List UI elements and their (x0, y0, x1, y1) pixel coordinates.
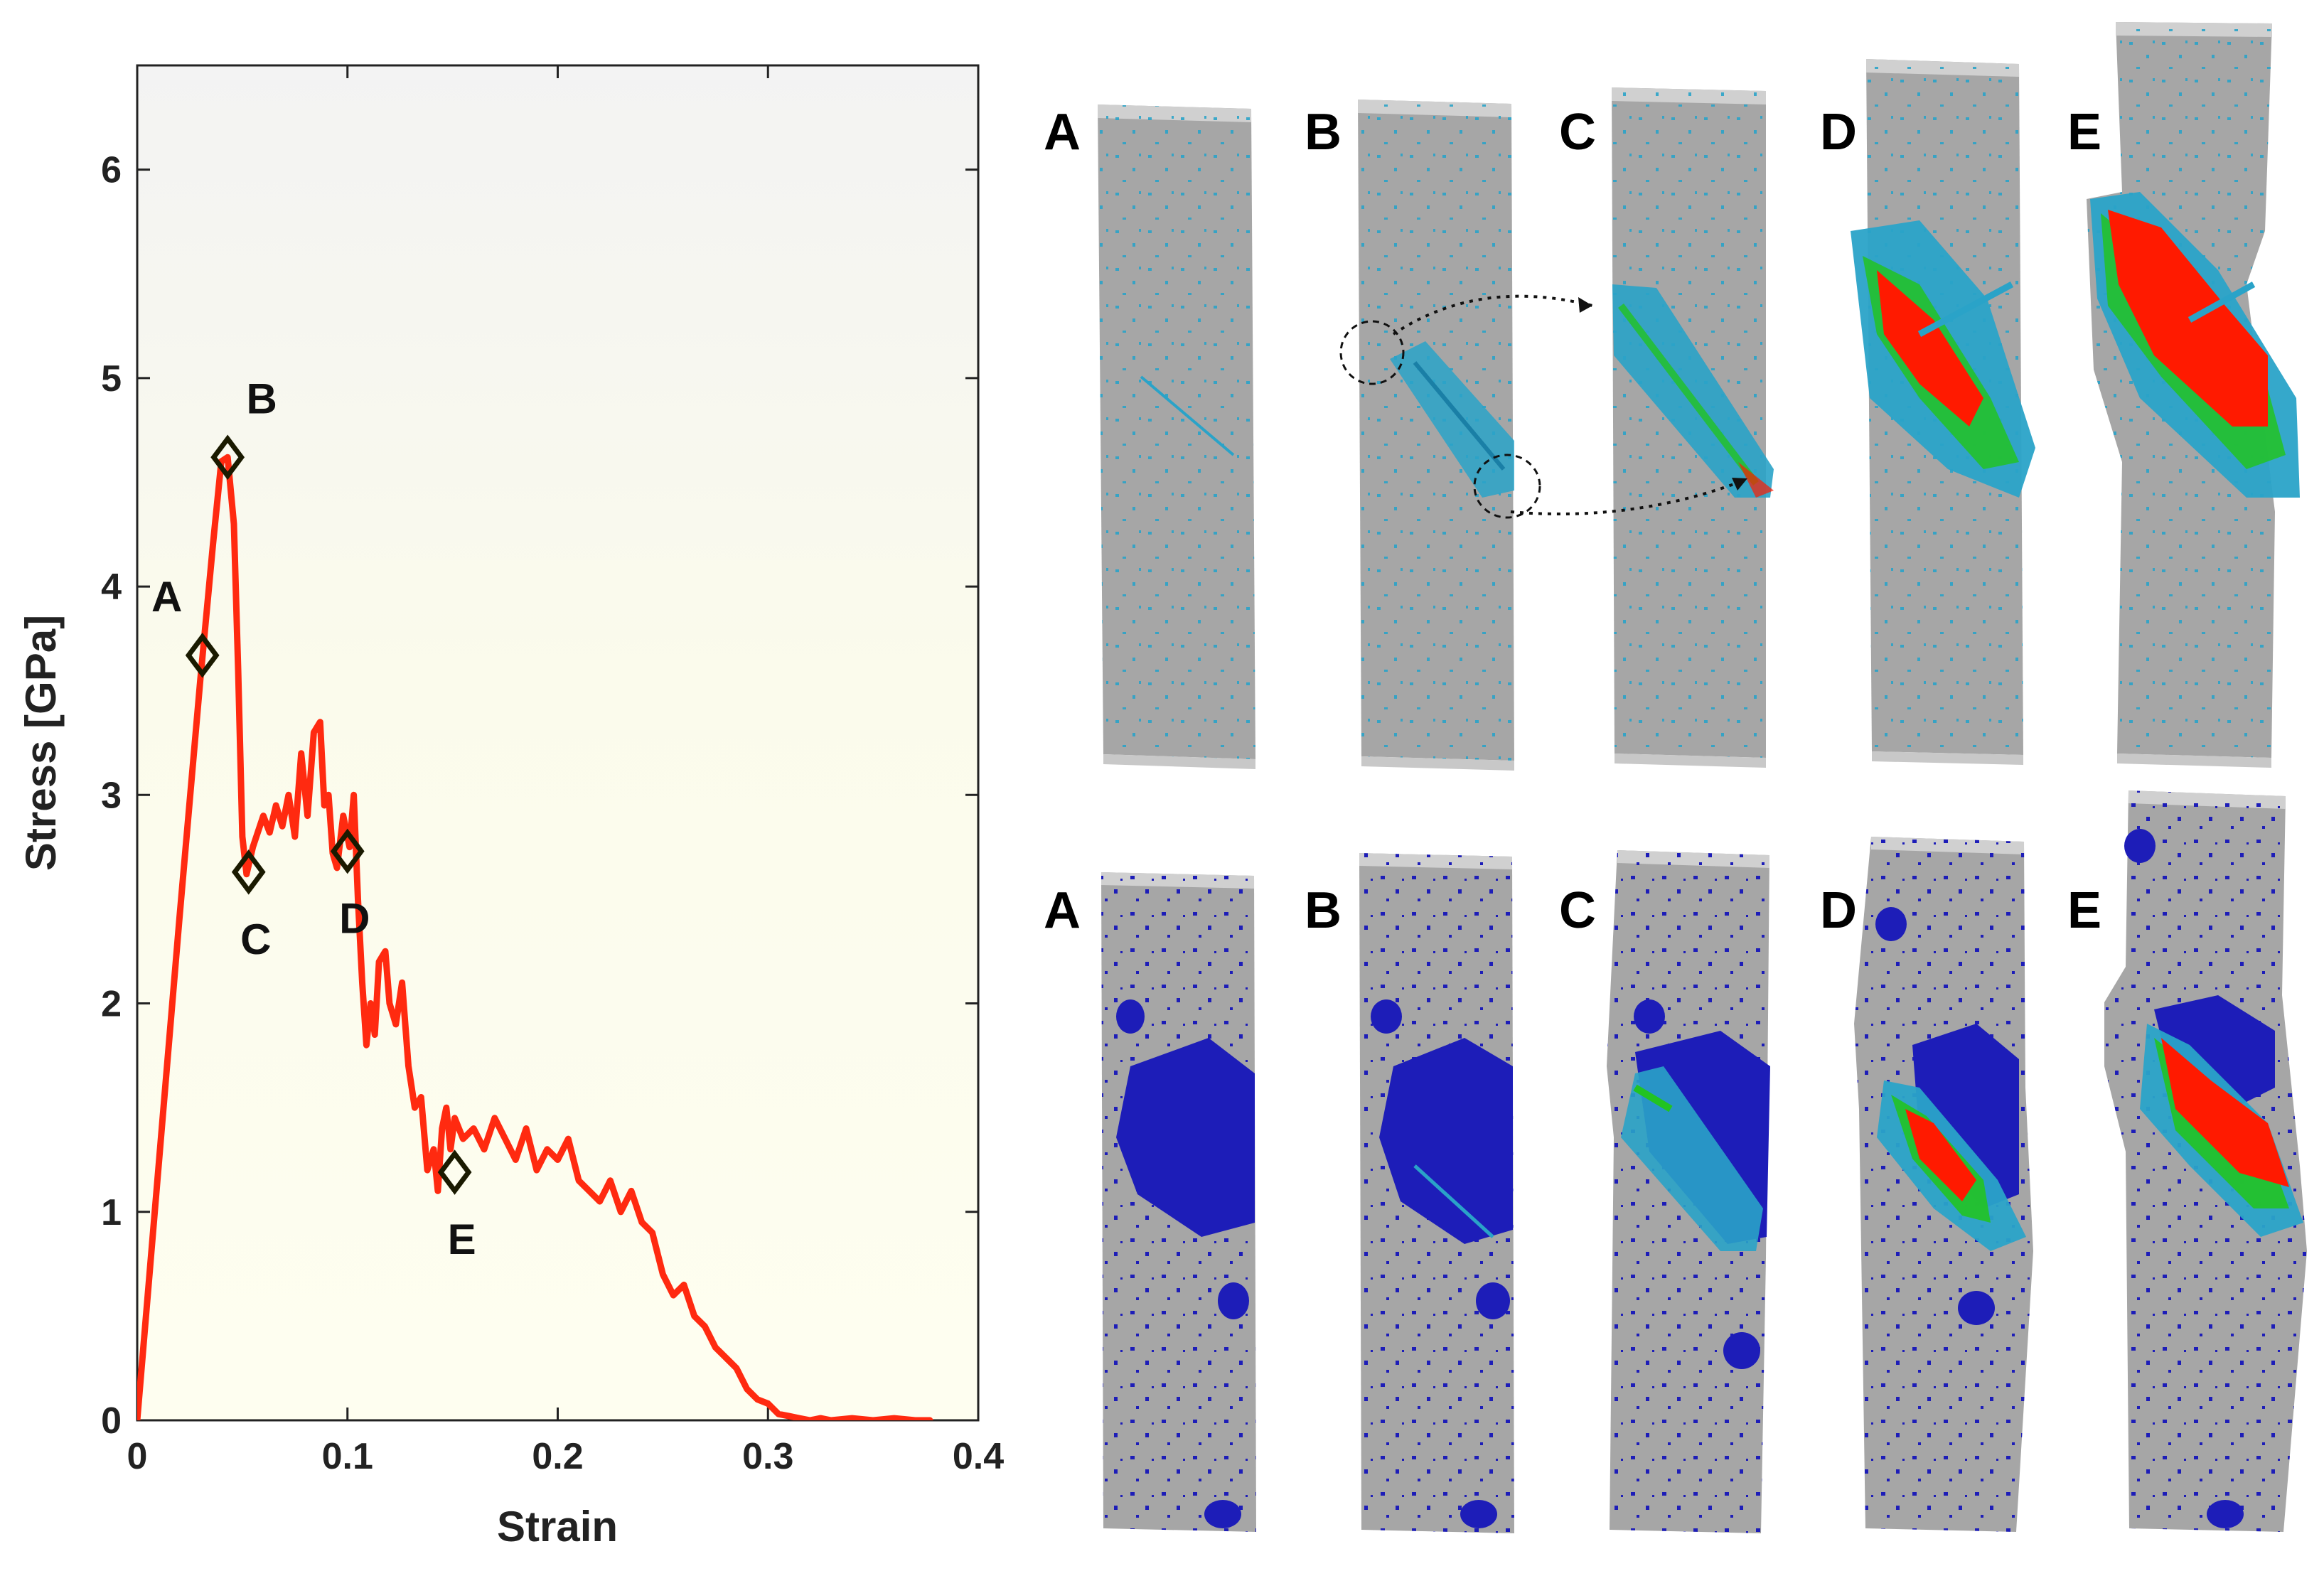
marker-c (231, 849, 266, 895)
y-axis-title: Stress [GPa] (17, 615, 65, 871)
bottom-specimen-b (1359, 853, 1514, 1533)
y-tick-label: 5 (101, 358, 122, 400)
bottom-label-e: E (2067, 882, 2101, 939)
y-tick-label: 4 (101, 567, 122, 608)
top-row (1098, 22, 2300, 771)
marker-label-d: D (339, 894, 370, 942)
x-tick-label: 0.2 (532, 1436, 583, 1477)
marker-e (437, 1149, 472, 1195)
specimen-panels: A B C D E A B C D E (1044, 22, 2307, 1533)
y-tick-label: 3 (101, 775, 122, 816)
top-label-b: B (1305, 104, 1342, 161)
bottom-row (1101, 790, 2307, 1533)
top-label-c: C (1559, 104, 1596, 161)
arrow-upper (1392, 294, 1593, 336)
x-tick-label: 0.4 (953, 1436, 1004, 1477)
x-tick-label: 0.3 (742, 1436, 793, 1477)
marker-label-e: E (448, 1216, 476, 1263)
arrow-lower (1510, 478, 1746, 515)
bottom-label-c: C (1559, 882, 1596, 939)
bottom-specimen-d (1854, 837, 2033, 1532)
marker-label-a: A (151, 573, 182, 621)
bottom-specimen-c (1607, 850, 1770, 1533)
top-specimen-a (1098, 104, 1255, 769)
marker-d (330, 828, 365, 874)
stress-strain-chart: 0 1 2 3 4 5 6 0 0.1 0.2 0.3 0.4 A B C D E Strain Stres… (17, 64, 1004, 1550)
stress-strain-curve (137, 454, 933, 1420)
bottom-specimen-a (1101, 872, 1256, 1532)
x-axis-title: Strain (497, 1503, 618, 1550)
panel-labels: A B C D E A B C D E (1044, 104, 2101, 939)
plot-area (136, 64, 980, 1422)
x-tick-label: 0.1 (322, 1436, 373, 1477)
bottom-specimen-e (2104, 790, 2307, 1532)
top-label-a: A (1044, 104, 1081, 161)
top-specimen-b (1339, 100, 1541, 771)
bottom-label-d: D (1820, 882, 1857, 939)
y-tick-label: 2 (101, 984, 122, 1025)
x-axis-ticks: 0 0.1 0.2 0.3 0.4 (127, 65, 1004, 1477)
y-tick-label: 6 (101, 150, 122, 191)
top-label-d: D (1820, 104, 1857, 161)
bottom-label-a: A (1044, 882, 1081, 939)
marker-label-b: B (247, 375, 277, 422)
top-specimen-d (1851, 59, 2035, 765)
y-tick-label: 0 (101, 1400, 122, 1442)
marker-group: A B C D E (151, 375, 476, 1263)
top-specimen-c (1612, 87, 1774, 768)
x-tick-label: 0 (127, 1436, 148, 1477)
marker-b (210, 434, 245, 481)
marker-a (185, 633, 220, 678)
bottom-label-b: B (1305, 882, 1342, 939)
y-tick-label: 1 (101, 1192, 122, 1233)
top-label-e: E (2067, 104, 2101, 161)
y-axis-ticks: 0 1 2 3 4 5 6 (101, 150, 978, 1442)
marker-label-c: C (240, 916, 271, 963)
top-specimen-e (2087, 22, 2300, 768)
